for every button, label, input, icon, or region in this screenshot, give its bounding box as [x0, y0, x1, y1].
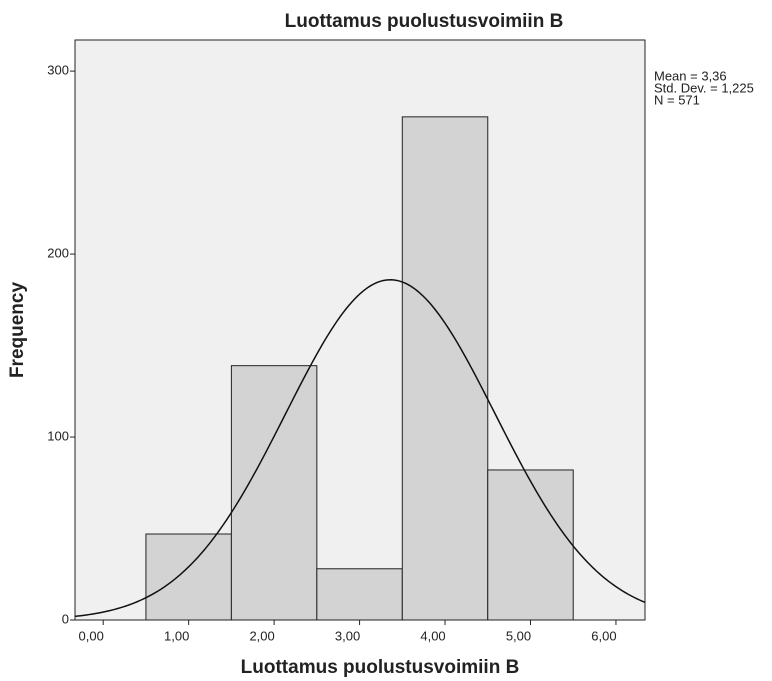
- bar: [230, 365, 318, 621]
- x-axis-label: Luottamus puolustusvoimiin B: [241, 657, 520, 678]
- normal-curve: [74, 279, 646, 618]
- x-tick-label: 5,00: [506, 628, 531, 643]
- stats-text: Mean = 3,36: [654, 68, 727, 83]
- bar: [145, 533, 232, 621]
- y-tick-label: 200: [47, 246, 69, 261]
- x-tick-label: 6,00: [591, 628, 616, 643]
- bar: [316, 568, 403, 621]
- x-tick-label: 2,00: [249, 628, 274, 643]
- y-axis-label: Frequency: [7, 282, 28, 379]
- bar: [487, 469, 574, 621]
- x-tick-label: 0,00: [79, 628, 104, 643]
- x-tick-label: 4,00: [420, 628, 445, 643]
- chart-title: Luottamus puolustusvoimiin B: [285, 11, 564, 32]
- y-tick-label: 300: [47, 63, 69, 78]
- x-tick-label: 3,00: [335, 628, 360, 643]
- stats-text: N = 571: [654, 92, 700, 107]
- y-tick-label: 100: [47, 428, 69, 443]
- stats-text: Std. Dev. = 1,225: [654, 80, 754, 95]
- x-tick-label: 1,00: [164, 628, 189, 643]
- y-tick-label: 0: [62, 611, 69, 626]
- bar: [401, 116, 489, 621]
